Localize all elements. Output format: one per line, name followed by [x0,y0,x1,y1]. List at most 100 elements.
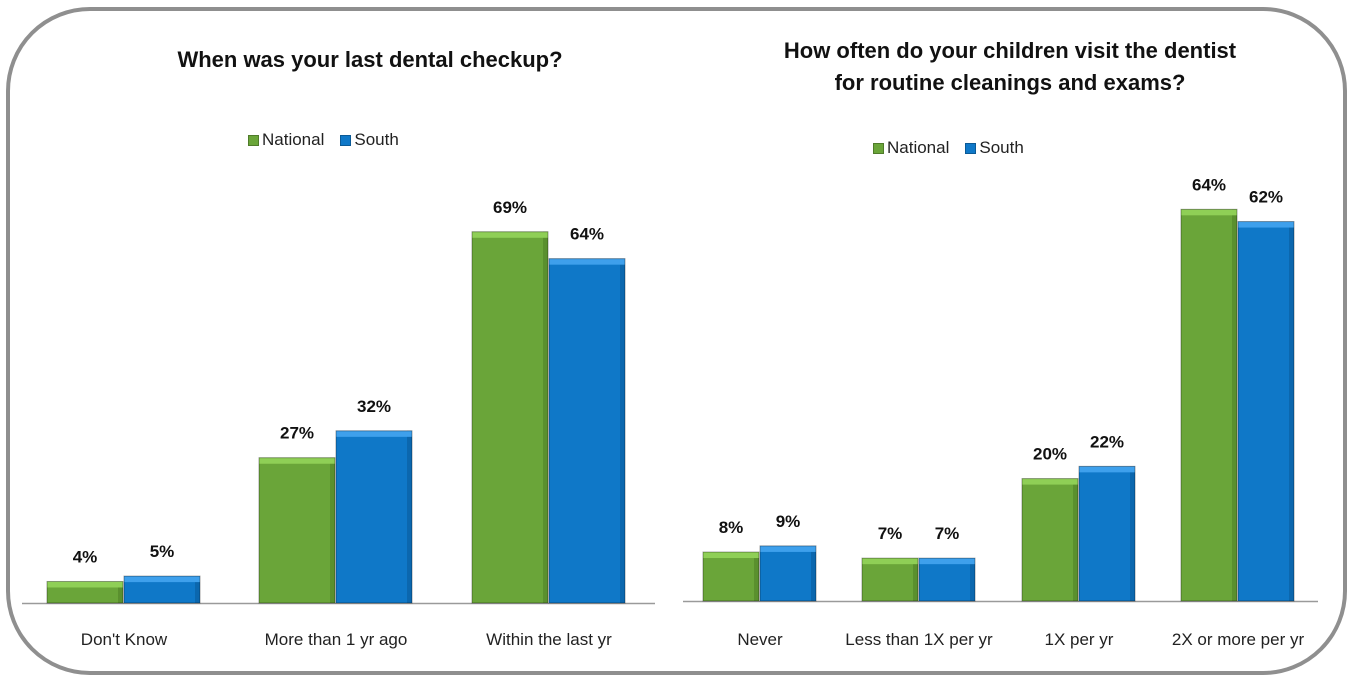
bar-outline [123,575,201,604]
bar-top-highlight [124,576,200,583]
legend-south-swatch [965,142,977,154]
chart1-title: When was your last dental checkup? [177,47,563,72]
bar-side-shade [1289,221,1294,601]
legend-south-label: South [354,130,399,149]
bar-top-highlight [472,231,548,238]
bar-south-0 [759,545,817,602]
chart2-title-line1: How often do your children visit the den… [783,38,1237,63]
bar-south-2 [1078,465,1136,602]
bar-outline [46,580,124,604]
bar-side-shade [195,576,200,603]
bar-outline [258,457,336,604]
bar-body [1022,478,1078,601]
bar-south-3 [1237,221,1295,602]
bar-outline [1021,478,1079,602]
bar-side-shade [407,430,412,603]
data-label: 69% [493,198,527,217]
data-label: 20% [1033,445,1067,464]
bar-outline [702,551,760,602]
data-label: 64% [1192,175,1226,194]
category-label: More than 1 yr ago [265,630,408,649]
legend-national-swatch [873,142,884,154]
bar-top-highlight [703,552,759,559]
bar-national-1 [258,457,336,604]
bar-south-0 [123,575,201,604]
bar-top-highlight [1181,209,1237,216]
legend-national-swatch [248,134,259,146]
bar-side-shade [1073,478,1078,601]
category-label: Less than 1X per yr [845,630,993,649]
category-label: 2X or more per yr [1172,630,1305,649]
bar-top-highlight [1022,478,1078,485]
bar-top-highlight [549,258,625,265]
bar-outline [759,545,817,602]
bar-outline [918,557,976,602]
bar-side-shade [811,545,816,601]
legend-national-label: National [262,130,325,149]
bar-body [1079,466,1135,601]
data-label: 9% [776,512,801,531]
bar-top-highlight [1238,221,1294,228]
bar-body [862,558,918,601]
category-label: Never [737,630,783,649]
bar-outline [1078,465,1136,602]
data-label: 32% [357,397,391,416]
bar-side-shade [118,581,123,603]
bar-body [919,558,975,601]
legend-national-label: National [887,138,950,157]
data-label: 7% [878,524,903,543]
bar-top-highlight [336,430,412,437]
bar-side-shade [970,558,975,601]
legend-south-swatch [340,134,352,146]
bar-body [1181,209,1237,601]
bar-outline [861,557,919,602]
bar-body [472,231,548,603]
bar-side-shade [330,457,335,603]
bar-side-shade [620,258,625,603]
bar-national-1 [861,557,919,602]
bar-south-1 [918,557,976,602]
bar-top-highlight [1079,466,1135,473]
bar-national-3 [1180,208,1238,602]
data-label: 62% [1249,188,1283,207]
data-label: 7% [935,524,960,543]
legend-south-label: South [979,138,1024,157]
bar-south-2 [548,258,626,604]
bar-top-highlight [259,457,335,464]
bar-body [1238,221,1294,601]
chart1-legend: National South [248,130,415,150]
bar-national-2 [1021,478,1079,602]
data-label: 5% [150,542,175,561]
bar-outline [335,430,413,604]
bar-body [703,552,759,601]
bar-national-0 [46,580,124,604]
bar-national-0 [702,551,760,602]
bar-side-shade [1130,466,1135,601]
bar-top-highlight [919,558,975,565]
data-label: 4% [73,547,98,566]
bar-body [549,258,625,603]
chart2-title: How often do your children visit the den… [680,35,1340,99]
bar-outline [471,231,549,604]
data-label: 27% [280,424,314,443]
bar-side-shade [1232,209,1237,601]
bar-side-shade [913,558,918,601]
bar-body [760,545,816,601]
category-label: Within the last yr [486,630,612,649]
bar-top-highlight [760,545,816,552]
data-label: 64% [570,225,604,244]
bar-outline [1180,208,1238,602]
bar-outline [1237,221,1295,602]
data-label: 22% [1090,432,1124,451]
bar-top-highlight [47,581,123,588]
category-label: Don't Know [81,630,168,649]
bar-south-1 [335,430,413,604]
bar-body [259,457,335,603]
bar-side-shade [754,552,759,601]
chart2-title-line2: for routine cleanings and exams? [834,70,1186,95]
chart2-legend: National South [873,138,1040,158]
bar-body [336,430,412,603]
data-label: 8% [719,518,744,537]
category-label: 1X per yr [1045,630,1114,649]
